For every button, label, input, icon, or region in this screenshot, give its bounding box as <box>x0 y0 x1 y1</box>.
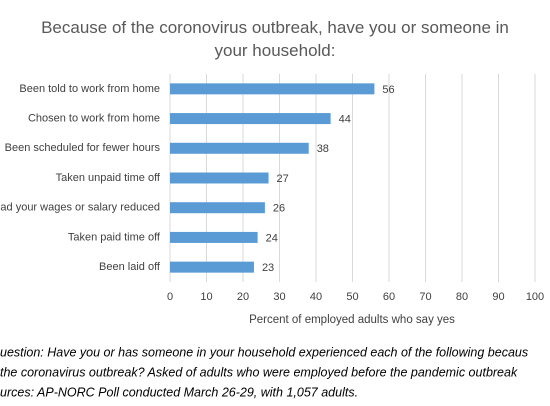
value-label: 24 <box>266 232 278 244</box>
y-tick-label: Chosen to work from home <box>28 112 160 124</box>
value-label: 56 <box>382 84 394 96</box>
value-label: 23 <box>262 262 274 274</box>
value-label: 27 <box>277 173 289 185</box>
x-axis-title: Percent of employed adults who say yes <box>249 314 455 326</box>
x-tick-label: 90 <box>492 291 504 303</box>
bar <box>170 172 269 184</box>
x-tick-label: 10 <box>200 291 212 303</box>
y-tick-label: Taken unpaid time off <box>56 172 161 184</box>
footnote: uestion: Have you or has someone in your… <box>0 345 528 359</box>
footnote: urces: AP-NORC Poll conducted March 26-2… <box>0 385 358 399</box>
x-tick-label: 70 <box>419 291 431 303</box>
value-label: 38 <box>317 143 329 155</box>
y-tick-label: Been told to work from home <box>19 83 160 95</box>
y-tick-label: Been scheduled for fewer hours <box>5 142 161 154</box>
x-tick-label: 60 <box>383 291 395 303</box>
bar <box>170 113 331 125</box>
bar <box>170 142 309 154</box>
x-tick-label: 0 <box>167 291 173 303</box>
bar <box>170 261 254 273</box>
y-tick-label: Taken paid time off <box>68 231 161 243</box>
value-label: 44 <box>339 113 351 125</box>
x-tick-label: 80 <box>456 291 468 303</box>
x-tick-label: 50 <box>346 291 358 303</box>
y-tick-label: Been laid off <box>99 261 161 273</box>
x-tick-label: 30 <box>273 291 285 303</box>
bar <box>170 83 375 95</box>
footnote: the coronavirus outbreak? Asked of adult… <box>0 365 518 379</box>
x-tick-label: 100 <box>526 291 544 303</box>
x-tick-label: 20 <box>237 291 249 303</box>
bar <box>170 202 265 214</box>
chart-title: Because of the coronovirus outbreak, hav… <box>41 18 509 60</box>
y-tick-label: ad your wages or salary reduced <box>0 202 160 214</box>
x-tick-label: 40 <box>310 291 322 303</box>
value-label: 26 <box>273 203 285 215</box>
bar <box>170 231 258 243</box>
